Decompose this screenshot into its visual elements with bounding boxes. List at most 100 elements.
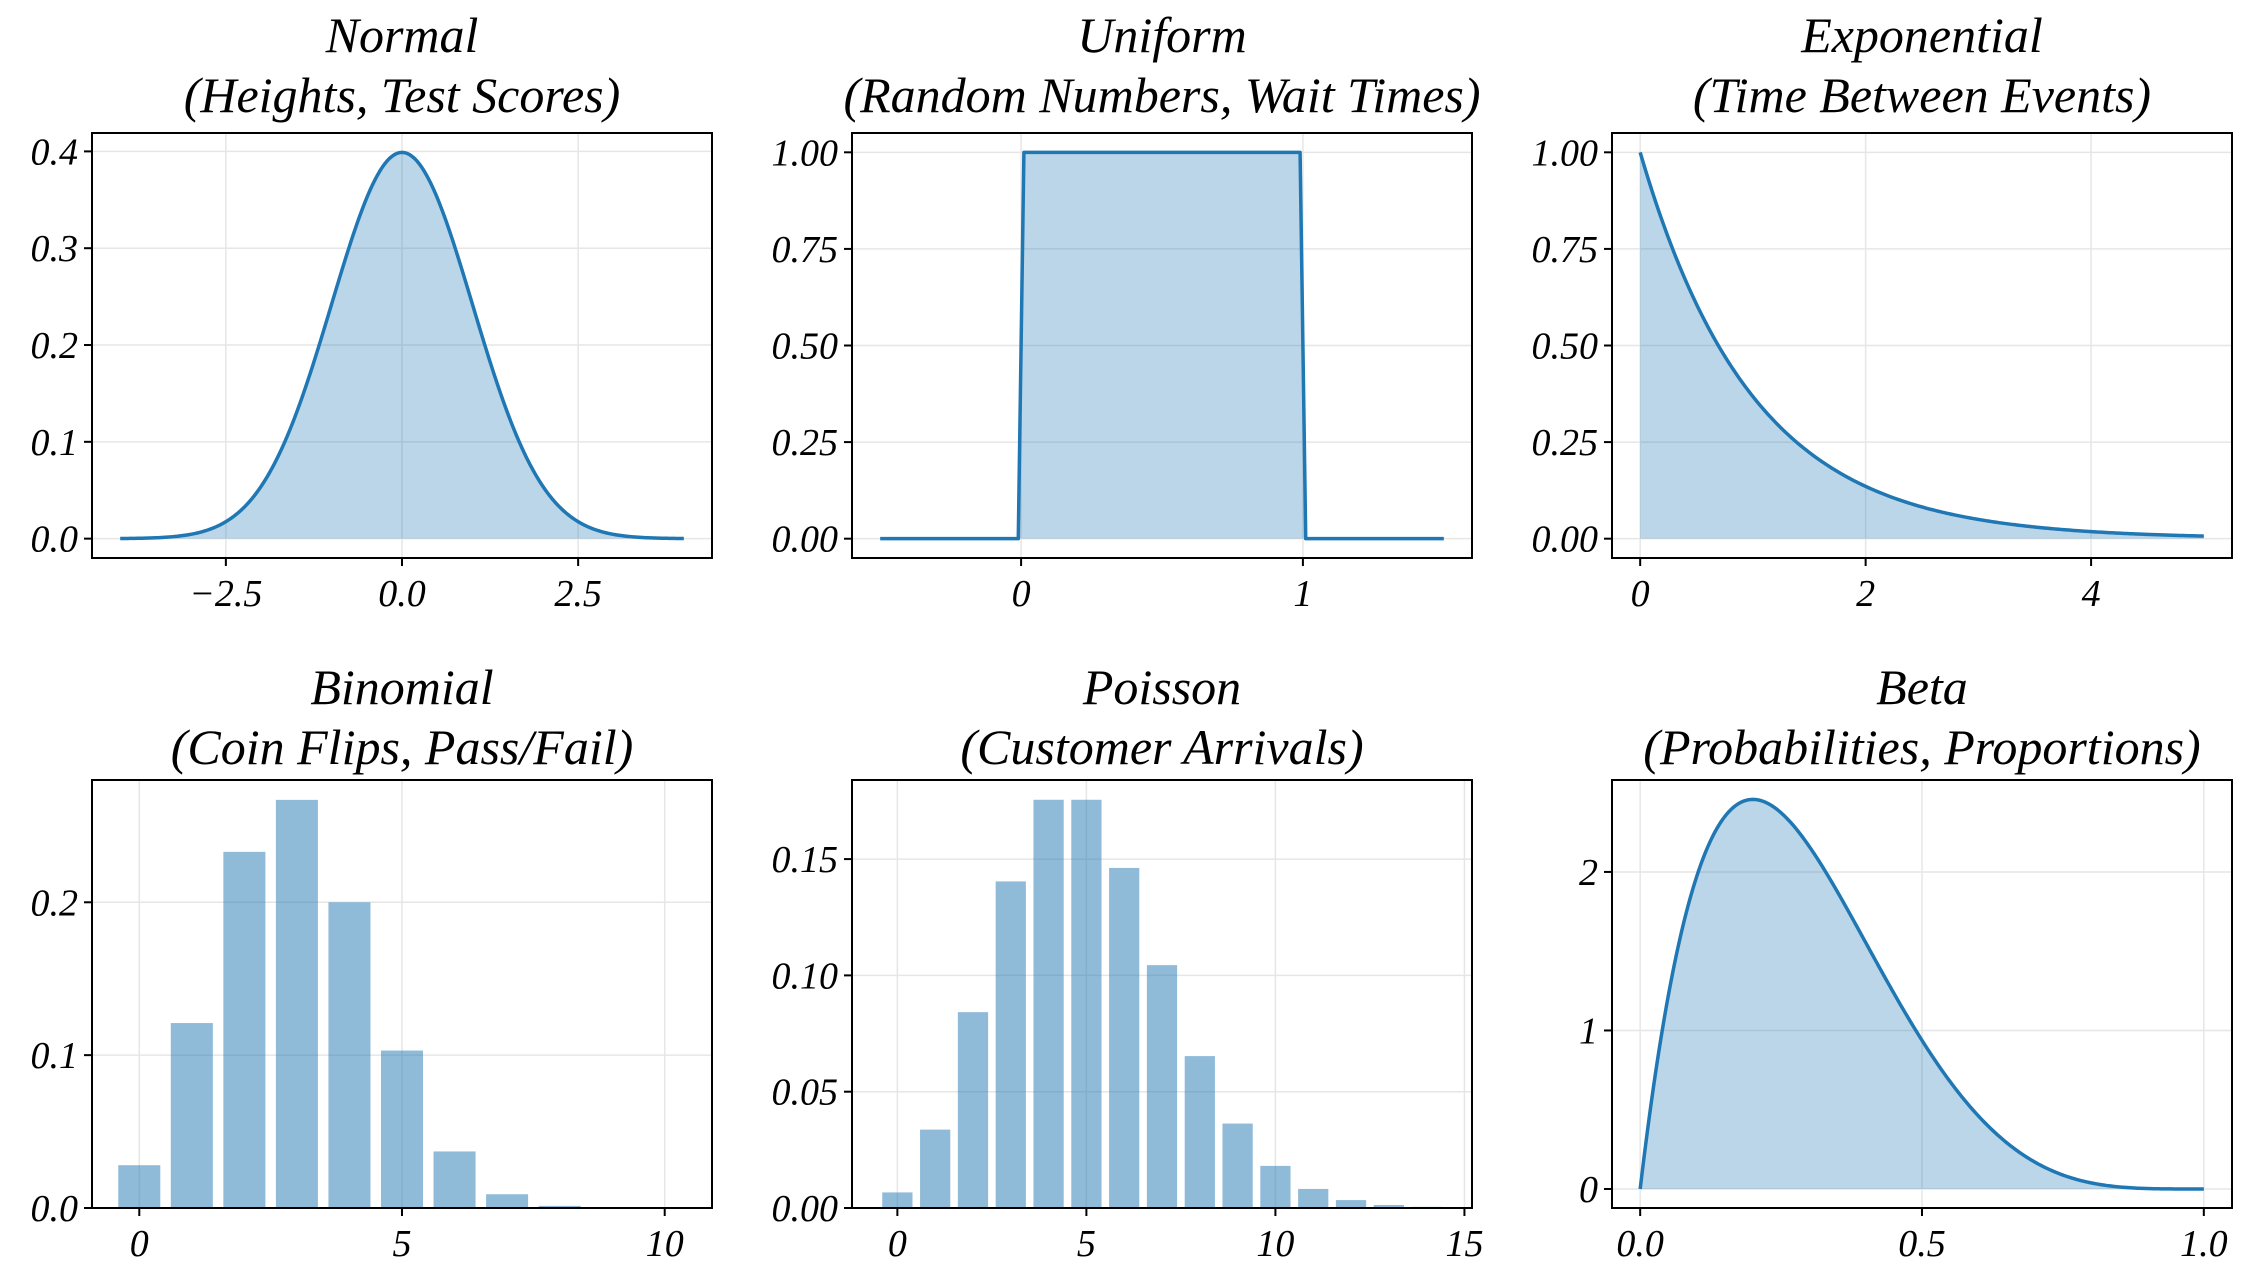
y-tick-label: 0.05 [772, 1072, 839, 1114]
bar [1335, 1200, 1367, 1208]
panel-normal: Normal (Heights, Test Scores) −2.5 0.0 2.5… [31, 7, 713, 615]
x-tick-label: 4 [2082, 573, 2101, 615]
panel-title: Poisson [1082, 659, 1241, 715]
bar [1033, 799, 1064, 1208]
bars [882, 799, 1442, 1208]
bars [118, 799, 634, 1208]
bar [1373, 1204, 1404, 1208]
grid [1612, 780, 2232, 1208]
y-tick-label: 0.10 [772, 955, 839, 997]
y-tick-label: 0.0 [31, 519, 79, 561]
x-tick-label: 1.0 [2180, 1223, 2228, 1265]
grid [92, 133, 712, 558]
bar [170, 1023, 213, 1208]
panel-title: Binomial [310, 659, 493, 715]
bar [223, 851, 266, 1208]
panel-exponential: Exponential (Time Between Events) 0 2 4 0.0… [1532, 7, 2233, 615]
panel-beta: Beta (Probabilities, Proportions) 0.0 0.5… [1579, 659, 2233, 1265]
panel-subtitle: (Coin Flips, Pass/Fail) [171, 719, 634, 775]
ticks: 0 2 4 0.00 0.25 0.50 0.75 1.00 [1532, 132, 2101, 615]
grid [1612, 133, 2232, 558]
x-tick-label: 10 [646, 1223, 684, 1265]
x-tick-label: 0 [888, 1223, 907, 1265]
y-tick-label: 1.00 [772, 132, 839, 174]
x-tick-label: 0 [1631, 573, 1650, 615]
bar [957, 1012, 989, 1208]
ticks: 0.0 0.5 1.0 0 1 2 [1579, 852, 2228, 1265]
y-tick-label: 1.00 [1532, 132, 1599, 174]
y-tick-label: 0.00 [1532, 519, 1599, 561]
y-tick-label: 0.4 [31, 131, 79, 173]
y-tick-label: 0.2 [31, 882, 79, 924]
area-fill [120, 152, 684, 539]
x-tick-label: 15 [1445, 1223, 1483, 1265]
series-line [880, 150, 1444, 541]
bar [882, 1192, 913, 1208]
series-line [1638, 797, 2204, 1191]
bar [1146, 965, 1178, 1208]
y-tick-label: 0.15 [772, 839, 839, 881]
bar [328, 902, 371, 1208]
x-tick-label: 2.5 [554, 573, 602, 615]
x-tick-label: 0.0 [378, 573, 426, 615]
bar [1184, 1056, 1215, 1208]
panel-subtitle: (Customer Arrivals) [960, 719, 1363, 775]
bar [380, 1050, 424, 1208]
y-tick-label: 0.50 [772, 326, 839, 368]
y-tick-label: 0.75 [772, 229, 839, 271]
ticks: 0 5 10 15 0.00 0.05 0.10 0.15 [772, 839, 1484, 1265]
x-tick-label: 10 [1256, 1223, 1294, 1265]
y-tick-label: 0.25 [772, 422, 839, 464]
panel-title: Exponential [1800, 7, 2043, 63]
y-tick-label: 0 [1579, 1169, 1598, 1211]
y-tick-label: 1 [1579, 1010, 1598, 1052]
area-fill [1640, 152, 2204, 539]
bar [433, 1151, 476, 1208]
bar [1109, 867, 1140, 1208]
panel-subtitle: (Random Numbers, Wait Times) [843, 67, 1480, 123]
bar [1222, 1123, 1253, 1208]
panel-title: Beta [1876, 659, 1968, 715]
area-fill [1640, 799, 2204, 1189]
x-tick-label: 0 [1012, 573, 1031, 615]
x-tick-label: 2 [1856, 573, 1875, 615]
panel-binomial: Binomial (Coin Flips, Pass/Fail) 0 5 10 0.0… [31, 659, 713, 1265]
panel-subtitle: (Heights, Test Scores) [184, 67, 621, 123]
ticks: −2.5 0.0 2.5 0.0 0.1 0.2 0.3 0.4 [31, 131, 602, 615]
series-line [120, 150, 684, 541]
bar [995, 881, 1026, 1208]
y-tick-label: 2 [1579, 852, 1598, 894]
axes-frame [851, 779, 1473, 1209]
y-tick-label: 0.25 [1532, 422, 1599, 464]
panel-title: Normal [325, 7, 479, 63]
bar [920, 1129, 951, 1208]
x-tick-label: 1 [1293, 573, 1312, 615]
panel-uniform: Uniform (Random Numbers, Wait Times) 0 10… [772, 7, 1481, 615]
bar [1071, 799, 1102, 1208]
bar [275, 799, 318, 1208]
y-tick-label: 0.3 [31, 228, 79, 270]
bar [1298, 1188, 1329, 1208]
y-tick-label: 0.00 [772, 1188, 839, 1230]
panel-subtitle: (Probabilities, Proportions) [1643, 719, 2200, 775]
panel-subtitle: (Time Between Events) [1693, 67, 2151, 123]
panel-title: Uniform [1077, 7, 1246, 63]
x-tick-label: 5 [393, 1223, 412, 1265]
x-tick-label: 0.0 [1616, 1223, 1664, 1265]
y-tick-label: 0.75 [1532, 229, 1599, 271]
bar [486, 1194, 529, 1208]
y-tick-label: 0.00 [772, 519, 839, 561]
y-tick-label: 0.50 [1532, 326, 1599, 368]
bar [118, 1165, 161, 1208]
y-tick-label: 0.1 [31, 1035, 79, 1077]
y-tick-label: 0.1 [31, 422, 79, 464]
ticks: 0 1 0.00 0.25 0.50 0.75 1.00 [772, 132, 1313, 615]
x-tick-label: −2.5 [189, 573, 262, 615]
x-tick-label: 5 [1077, 1223, 1096, 1265]
y-tick-label: 0.2 [31, 325, 79, 367]
bar [538, 1205, 581, 1208]
series-line [1638, 151, 2204, 538]
x-tick-label: 0 [130, 1223, 149, 1265]
x-tick-label: 0.5 [1898, 1223, 1946, 1265]
